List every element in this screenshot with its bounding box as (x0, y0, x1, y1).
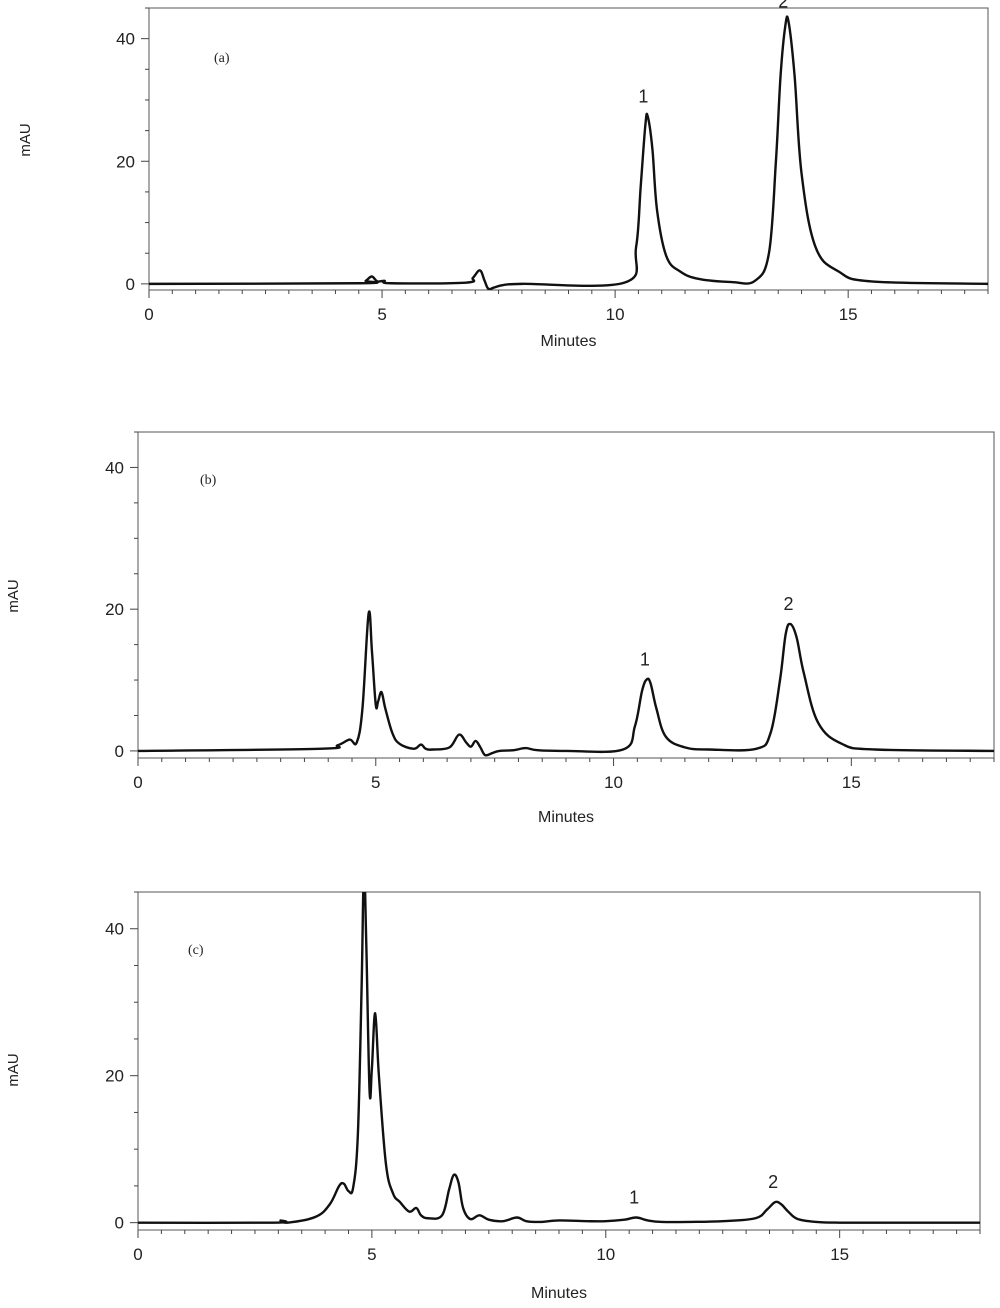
y-tick-label: 20 (105, 600, 124, 619)
y-tick-label: 20 (116, 152, 135, 171)
chromatogram-panel-b: 0 5 10 15 0 20 40 Minutes mAU (b) 1 2 (5, 431, 995, 826)
peak-label-1: 1 (638, 87, 648, 107)
x-tick-label: 10 (596, 1245, 615, 1264)
x-tick-label: 10 (606, 305, 625, 324)
plot-frame (137, 891, 981, 1231)
peak-label-2: 2 (783, 594, 793, 614)
y-tick-label: 40 (116, 30, 135, 49)
x-axis-label: Minutes (531, 1285, 587, 1302)
plot-frame (137, 431, 995, 759)
chromatogram-panel-a: 0 5 10 15 0 20 40 Minutes mAU (a) 1 2 (17, 0, 989, 350)
x-tick-label: 5 (367, 1245, 376, 1264)
peak-label-2: 2 (778, 0, 788, 11)
y-axis-label: mAU (5, 579, 22, 612)
y-tick-label: 0 (115, 1214, 124, 1233)
x-tick-label: 0 (144, 305, 153, 324)
y-tick-label: 20 (105, 1067, 124, 1086)
panel-label: (a) (214, 51, 230, 66)
chromatogram-panel-c: 0 5 10 15 0 20 40 Minutes mAU (c) 1 2 (5, 891, 981, 1302)
y-tick-label: 0 (115, 742, 124, 761)
x-tick-label: 5 (371, 773, 380, 792)
panel-label: (c) (188, 943, 204, 958)
peak-label-1: 1 (629, 1188, 639, 1208)
chromatogram-trace (138, 610, 994, 757)
x-tick-label: 15 (830, 1245, 849, 1264)
x-tick-label: 0 (133, 1245, 142, 1264)
y-tick-label: 40 (105, 458, 124, 477)
plot-frame (148, 7, 989, 291)
y-axis-label: mAU (5, 1053, 22, 1086)
chromatogram-trace (138, 892, 980, 1225)
x-tick-label: 15 (842, 773, 861, 792)
peak-label-1: 1 (640, 649, 650, 669)
y-tick-label: 0 (126, 275, 135, 294)
x-axis-label: Minutes (538, 809, 594, 826)
y-tick-label: 40 (105, 920, 124, 939)
panel-label: (b) (200, 473, 217, 488)
x-tick-label: 10 (604, 773, 623, 792)
x-tick-label: 0 (133, 773, 142, 792)
chromatogram-trace (149, 15, 988, 290)
x-tick-label: 5 (377, 305, 386, 324)
x-tick-label: 15 (839, 305, 858, 324)
x-axis-label: Minutes (540, 333, 596, 350)
y-axis-label: mAU (17, 123, 34, 156)
peak-label-2: 2 (768, 1172, 778, 1192)
